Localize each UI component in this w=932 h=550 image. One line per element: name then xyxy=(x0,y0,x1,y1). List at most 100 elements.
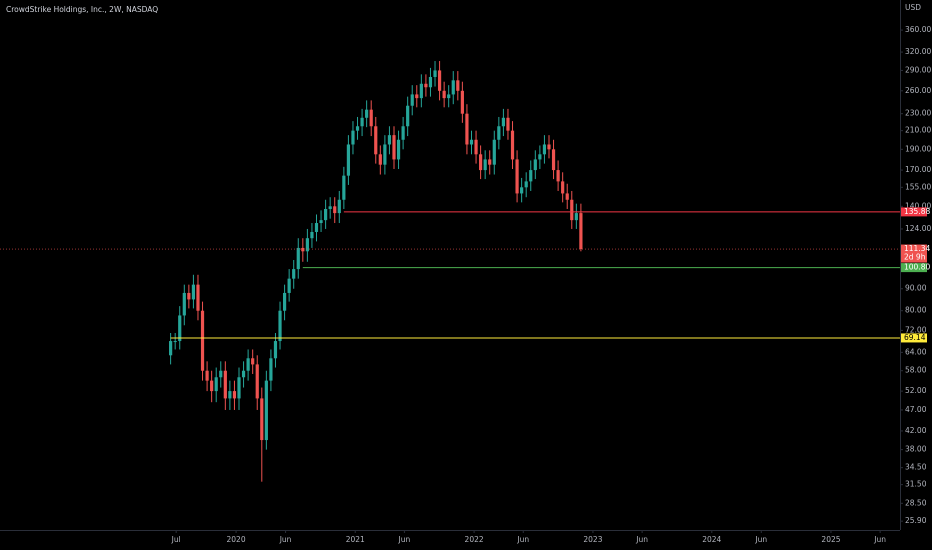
y-tick-label: 140.00 xyxy=(905,201,931,210)
candle-body xyxy=(401,126,405,140)
candle-body xyxy=(520,187,524,194)
x-tick-label: Jun xyxy=(754,535,767,544)
y-tick-label: 260.00 xyxy=(905,86,931,95)
candle-body xyxy=(187,292,191,300)
candle-body xyxy=(210,380,214,392)
candle-body xyxy=(246,358,250,371)
candle-body xyxy=(273,341,278,359)
candle-body xyxy=(501,117,506,127)
y-tick-label: 58.00 xyxy=(905,366,927,375)
price-level-label: 135.88 xyxy=(904,207,930,216)
candle-body xyxy=(474,139,478,155)
price-level-tag xyxy=(901,244,927,263)
candle-body xyxy=(241,370,246,378)
y-tick-label: 290.00 xyxy=(905,65,931,74)
candle-body xyxy=(479,154,483,171)
y-tick-label: 155.00 xyxy=(905,182,931,191)
candle-body xyxy=(360,117,364,127)
candle-body xyxy=(237,377,241,399)
candle-body xyxy=(282,292,287,311)
candle-body xyxy=(232,391,237,399)
y-tick-label: 28.50 xyxy=(905,498,927,507)
candle-body xyxy=(355,126,360,131)
candle-body xyxy=(260,398,264,441)
candle-body xyxy=(437,70,442,91)
y-tick-label: 80.00 xyxy=(905,306,927,315)
x-tick-label: Jun xyxy=(635,535,648,544)
candle-body xyxy=(574,213,578,221)
candle-body xyxy=(456,80,460,91)
price-level-label: 111.34 xyxy=(904,244,930,253)
candle-body xyxy=(465,113,469,145)
price-level-label: 100.80 xyxy=(904,263,930,272)
x-tick-label: Jun xyxy=(516,535,529,544)
chart-title: CrowdStrike Holdings, Inc., 2W, NASDAQ xyxy=(6,5,158,14)
candle-body xyxy=(410,94,414,106)
candle-body xyxy=(497,126,501,140)
candle-body xyxy=(492,139,496,165)
candle-body xyxy=(219,370,223,378)
candle-body xyxy=(383,144,387,165)
x-tick-label: Jul xyxy=(171,535,181,544)
candle-body xyxy=(406,105,410,127)
y-tick-label: 52.00 xyxy=(905,386,927,395)
candle-body xyxy=(251,358,255,365)
y-tick-label: 31.50 xyxy=(905,480,927,489)
candle-body xyxy=(565,193,569,200)
candle-body xyxy=(319,220,323,224)
candle-body xyxy=(419,83,423,99)
candle-body xyxy=(310,231,314,239)
candle-body xyxy=(351,130,355,145)
candle-body xyxy=(433,70,437,77)
candle-body xyxy=(205,370,209,381)
y-tick-label: 72.00 xyxy=(905,325,927,334)
candle-body xyxy=(424,83,428,88)
y-tick-label: 64.00 xyxy=(905,347,927,356)
candle-body xyxy=(173,341,177,343)
y-tick-label: 90.00 xyxy=(905,284,927,293)
candle-body xyxy=(169,341,173,356)
candle-body xyxy=(301,247,305,252)
candle-body xyxy=(333,206,337,214)
y-tick-label: 38.00 xyxy=(905,445,927,454)
price-level-label: 69.14 xyxy=(904,333,926,342)
candle-body xyxy=(570,199,574,221)
candle-body xyxy=(561,181,565,194)
candle-body xyxy=(442,90,446,99)
candle-body xyxy=(547,144,551,150)
y-tick-label: 230.00 xyxy=(905,109,931,118)
y-tick-label: 34.50 xyxy=(905,463,927,472)
candle-body xyxy=(292,269,296,279)
candle-body xyxy=(396,139,401,160)
candle-body xyxy=(328,206,332,209)
candle-body xyxy=(460,90,464,114)
candle-body xyxy=(196,284,200,311)
candle-body xyxy=(337,199,341,214)
candle-body xyxy=(542,144,547,155)
x-tick-label: 2023 xyxy=(583,535,602,544)
candle-body xyxy=(305,238,309,252)
candle-body xyxy=(515,159,519,194)
candle-body xyxy=(178,315,182,342)
y-tick-label: 42.00 xyxy=(905,426,927,435)
candle-body xyxy=(529,170,533,182)
x-tick-label: 2020 xyxy=(227,535,246,544)
candle-body xyxy=(223,370,227,399)
y-tick-label: 170.00 xyxy=(905,165,931,174)
price-level-tag xyxy=(901,333,927,343)
candle-body xyxy=(182,292,186,316)
candle-body xyxy=(533,159,537,171)
candle-body xyxy=(374,126,378,155)
candle-body xyxy=(483,159,487,171)
x-tick-label: Jun xyxy=(873,535,886,544)
candle-body xyxy=(191,284,196,300)
candle-body xyxy=(524,181,528,188)
candle-body xyxy=(392,135,396,160)
candle-body xyxy=(556,170,560,182)
price-level-tag xyxy=(901,263,927,273)
x-tick-label: Jun xyxy=(279,535,292,544)
candle-body xyxy=(538,154,542,160)
candle-body xyxy=(264,380,268,441)
